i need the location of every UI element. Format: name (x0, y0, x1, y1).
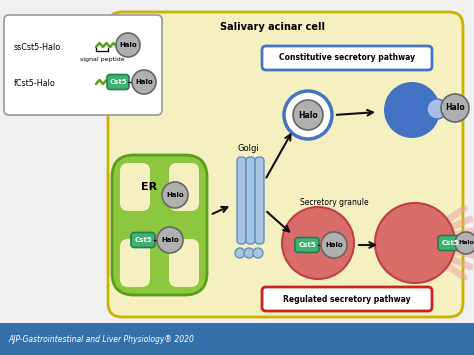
Circle shape (384, 82, 440, 138)
Circle shape (321, 232, 347, 258)
FancyBboxPatch shape (131, 233, 155, 247)
Circle shape (235, 248, 245, 258)
FancyBboxPatch shape (169, 163, 199, 211)
Text: Salivary acinar cell: Salivary acinar cell (220, 22, 325, 32)
Text: Halo: Halo (445, 104, 465, 113)
Text: Constitutive secretory pathway: Constitutive secretory pathway (279, 54, 415, 62)
Circle shape (455, 232, 474, 254)
Text: Halo: Halo (166, 192, 184, 198)
Circle shape (116, 33, 140, 57)
FancyBboxPatch shape (112, 155, 207, 295)
Text: Cst5: Cst5 (134, 237, 152, 243)
Text: AJP-Gastrointestinal and Liver Physiology® 2020: AJP-Gastrointestinal and Liver Physiolog… (8, 334, 194, 344)
Text: Halo: Halo (458, 240, 474, 246)
Text: Golgi: Golgi (237, 144, 259, 153)
FancyBboxPatch shape (120, 163, 150, 211)
Text: Cst5: Cst5 (298, 242, 316, 248)
Text: ER: ER (141, 182, 157, 192)
FancyBboxPatch shape (295, 237, 319, 252)
FancyBboxPatch shape (438, 235, 462, 251)
Circle shape (132, 70, 156, 94)
FancyBboxPatch shape (255, 157, 264, 244)
Circle shape (293, 100, 323, 130)
Text: Halo: Halo (135, 79, 153, 85)
Circle shape (284, 91, 332, 139)
Circle shape (244, 248, 254, 258)
Text: fCst5-Halo: fCst5-Halo (14, 80, 56, 88)
FancyBboxPatch shape (246, 157, 255, 244)
Text: Regulated secretory pathway: Regulated secretory pathway (283, 295, 411, 304)
Text: Halo: Halo (298, 110, 318, 120)
FancyBboxPatch shape (108, 12, 463, 317)
Text: Halo: Halo (161, 237, 179, 243)
FancyBboxPatch shape (262, 287, 432, 311)
Bar (0, 323, 474, 355)
Text: signal peptide: signal peptide (80, 57, 124, 62)
Circle shape (441, 94, 469, 122)
Text: ssCst5-Halo: ssCst5-Halo (14, 43, 61, 51)
FancyBboxPatch shape (237, 157, 246, 244)
Text: Halo: Halo (325, 242, 343, 248)
Text: Secretory granule: Secretory granule (300, 198, 369, 207)
Circle shape (282, 207, 354, 279)
FancyBboxPatch shape (4, 15, 162, 115)
Circle shape (427, 99, 447, 119)
FancyBboxPatch shape (107, 75, 129, 89)
FancyBboxPatch shape (169, 239, 199, 287)
Text: Cst5: Cst5 (109, 79, 127, 85)
Text: Halo: Halo (119, 42, 137, 48)
Text: Cst5: Cst5 (441, 240, 459, 246)
FancyBboxPatch shape (262, 46, 432, 70)
Circle shape (162, 182, 188, 208)
Circle shape (157, 227, 183, 253)
FancyBboxPatch shape (120, 239, 150, 287)
Circle shape (375, 203, 455, 283)
Circle shape (253, 248, 263, 258)
